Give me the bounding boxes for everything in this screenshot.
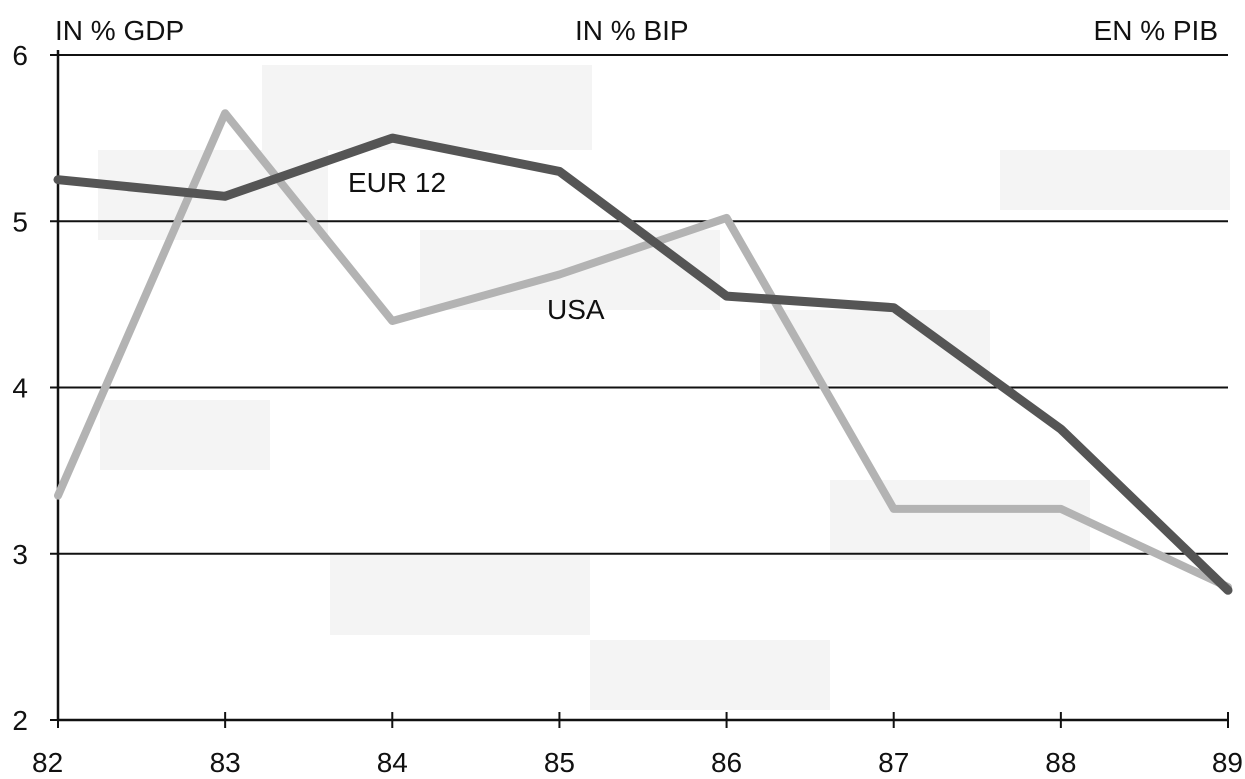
x-tick-label: 83: [210, 747, 241, 778]
header-left: IN % GDP: [55, 15, 184, 46]
y-tick-label: 2: [12, 705, 28, 736]
y-tick-label: 6: [12, 40, 28, 71]
axes: [56, 50, 1228, 722]
series-label-eur12: EUR 12: [348, 167, 446, 198]
header-right: EN % PIB: [1094, 15, 1218, 46]
x-tick-label: 89: [1212, 747, 1243, 778]
series-line-usa: [54, 109, 1232, 591]
texture-patch: [590, 640, 830, 710]
x-axis-ticks: 82 83 84 85 86 87 88 89: [32, 712, 1243, 778]
texture-patch: [100, 400, 270, 470]
y-tick-label: 3: [12, 539, 28, 570]
texture-patch: [1000, 150, 1230, 210]
y-axis-ticks: 2 3 4 5 6: [12, 40, 58, 736]
background-texture: [98, 65, 1230, 710]
x-tick-label: 84: [377, 747, 408, 778]
series-line-eur12: [53, 133, 1233, 595]
x-tick-label: 85: [544, 747, 575, 778]
x-tick-label: 82: [32, 747, 63, 778]
texture-patch: [830, 480, 1090, 560]
series-lines: [53, 109, 1233, 595]
series-label-usa: USA: [547, 294, 605, 325]
x-tick-label: 88: [1045, 747, 1076, 778]
x-tick-label: 87: [878, 747, 909, 778]
gridlines: [58, 54, 1228, 555]
x-tick-label: 86: [711, 747, 742, 778]
header-center: IN % BIP: [575, 15, 689, 46]
texture-patch: [330, 555, 590, 635]
y-tick-label: 5: [12, 206, 28, 237]
texture-patch: [262, 65, 592, 150]
y-tick-label: 4: [12, 373, 28, 404]
